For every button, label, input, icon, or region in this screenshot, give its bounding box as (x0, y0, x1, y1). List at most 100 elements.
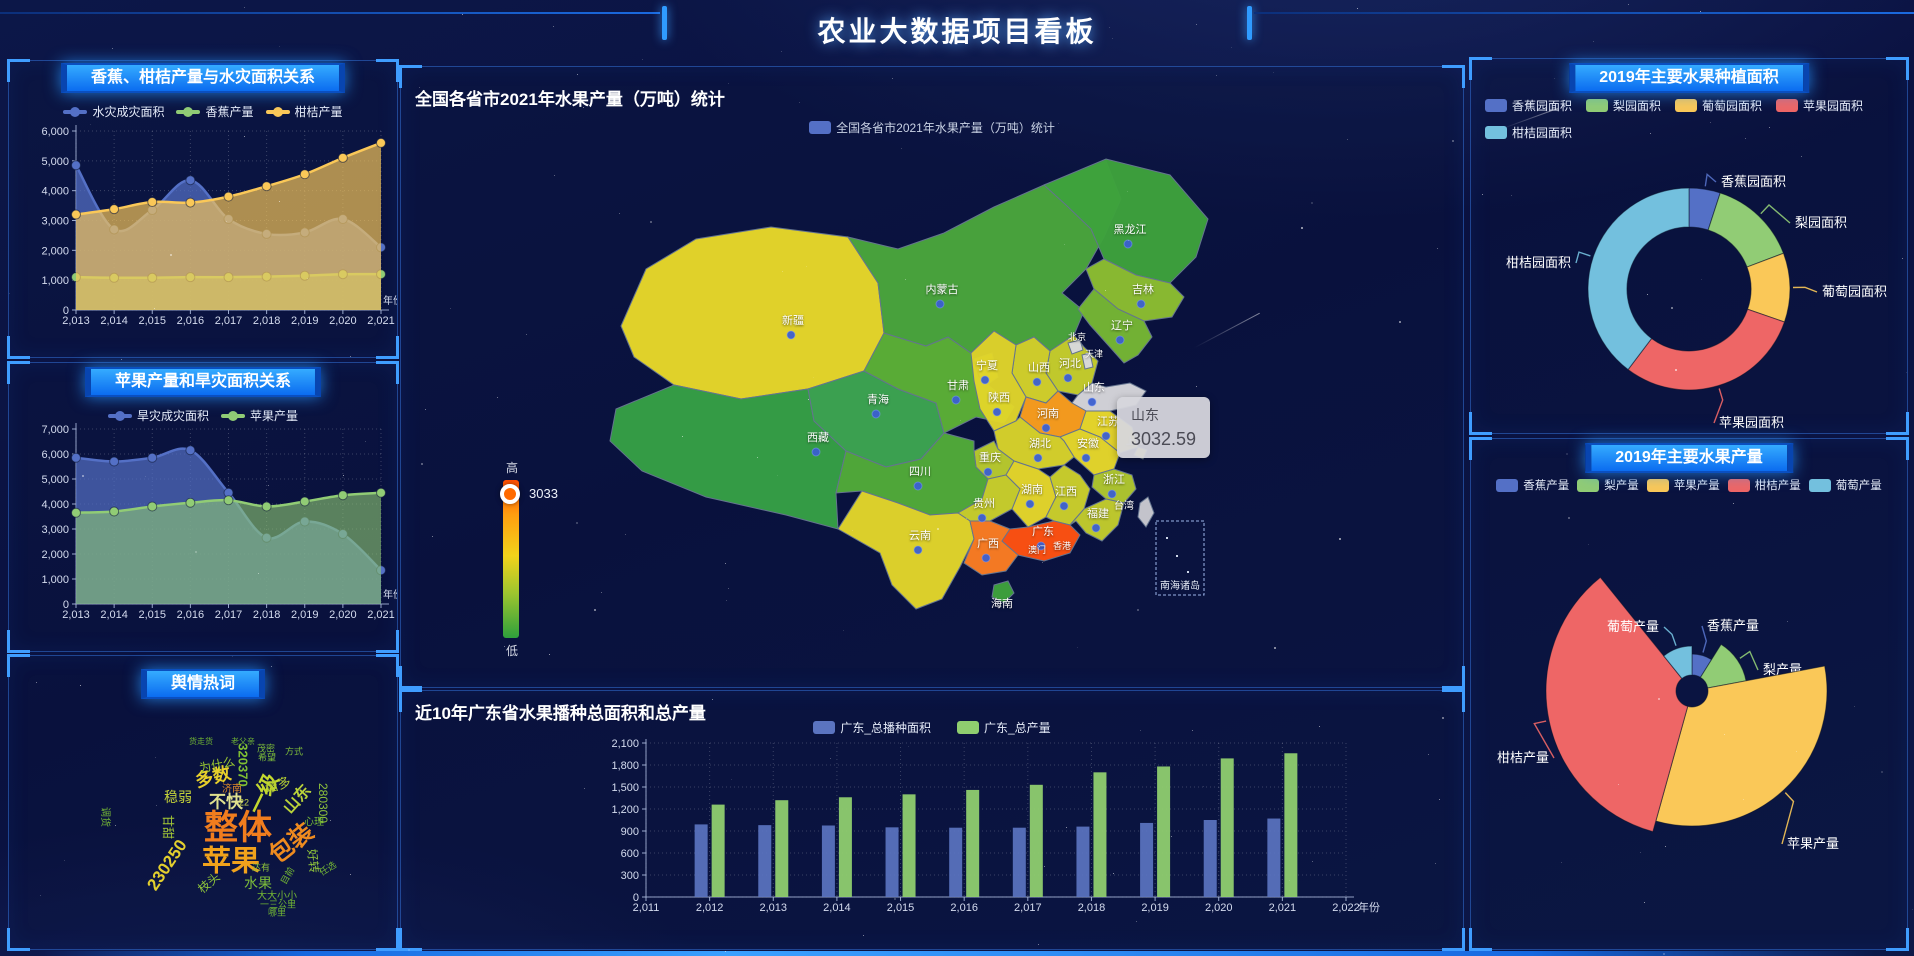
province-marker[interactable] (1091, 523, 1101, 533)
bar-area[interactable] (885, 827, 899, 897)
data-point[interactable] (109, 204, 120, 215)
bar-production[interactable] (1220, 758, 1234, 897)
province-marker[interactable] (1107, 489, 1117, 499)
legend-item-map[interactable]: 全国各省市2021年水果产量（万吨）统计 (809, 119, 1055, 136)
province-marker[interactable] (913, 481, 923, 491)
province-北京[interactable] (1067, 339, 1084, 355)
legend-item-梨园面积[interactable]: 梨园面积 (1586, 97, 1661, 114)
pie-slice-梨产量[interactable] (1699, 643, 1747, 689)
province-marker[interactable] (1059, 501, 1069, 511)
legend-item-香蕉产量[interactable]: 香蕉产量 (1496, 477, 1569, 493)
province-marker[interactable] (1115, 335, 1125, 345)
data-point[interactable] (71, 452, 81, 463)
province-新疆[interactable] (620, 226, 885, 400)
province-marker[interactable] (1025, 499, 1035, 509)
data-point[interactable] (185, 175, 196, 186)
province-marker[interactable] (983, 467, 993, 477)
legend-item-香蕉园面积[interactable]: 香蕉园面积 (1485, 97, 1572, 114)
drought-line-chart[interactable]: 0 1,000 2,000 3,000 4,000 5,000 6,000 7,000 2,01… (9, 419, 397, 651)
province-marker[interactable] (871, 409, 881, 419)
bar-production[interactable] (775, 800, 789, 897)
legend-item-柑桔产量[interactable]: 柑桔产量 (265, 103, 343, 120)
province-marker[interactable] (980, 375, 990, 385)
province-台湾[interactable] (1137, 496, 1155, 528)
legend-item-广东_总播种面积[interactable]: 广东_总播种面积 (813, 719, 931, 736)
bar-production[interactable] (966, 789, 980, 897)
legend-item-梨产量[interactable]: 梨产量 (1577, 477, 1639, 493)
data-point[interactable] (261, 501, 272, 512)
province-marker[interactable] (1081, 453, 1091, 463)
legend-item-苹果园面积[interactable]: 苹果园面积 (1776, 97, 1863, 114)
legend-item-苹果产量[interactable]: 苹果产量 (1646, 477, 1720, 493)
bar-area[interactable] (694, 824, 708, 897)
guangdong-bar-chart[interactable]: 0 300 600 900 1,200 1,500 1,800 2,100 2,011 2,012… (401, 739, 1463, 949)
data-point[interactable] (185, 445, 196, 456)
data-point[interactable] (223, 495, 234, 506)
province-marker[interactable] (1032, 377, 1042, 387)
pie-slice-柑桔产量[interactable] (1545, 576, 1689, 833)
data-point[interactable] (376, 137, 386, 148)
pie-slice-梨园面积[interactable] (1707, 192, 1785, 268)
data-point[interactable] (147, 197, 158, 208)
legend-item-水灾成灾面积[interactable]: 水灾成灾面积 (63, 103, 164, 120)
province-marker[interactable] (992, 407, 1002, 417)
data-point[interactable] (337, 152, 348, 163)
province-西藏[interactable] (609, 384, 847, 530)
province-marker[interactable] (1136, 299, 1146, 309)
data-point[interactable] (147, 452, 158, 463)
data-point[interactable] (147, 501, 158, 512)
bar-production[interactable] (1093, 772, 1107, 897)
province-marker[interactable] (786, 330, 796, 340)
pie-slice-苹果产量[interactable] (1655, 665, 1828, 827)
province-辽宁[interactable] (1077, 288, 1153, 364)
province-marker[interactable] (951, 395, 961, 405)
bar-area[interactable] (1203, 820, 1217, 897)
china-map[interactable]: 新疆西藏青海甘肃内蒙古黑龙江吉林辽宁河北北京天津山西宁夏陕西山东河南江苏安徽上海… (546, 141, 1336, 701)
province-浙江[interactable] (1091, 468, 1137, 504)
bar-production[interactable] (902, 794, 916, 897)
visualmap-gradient-bar[interactable]: 3033 (500, 480, 558, 638)
data-point[interactable] (71, 507, 81, 518)
pie-slice-柑桔园面积[interactable] (1587, 187, 1690, 371)
flood-line-chart[interactable]: 0 1,000 2,000 3,000 4,000 5,000 6,000 2,013 2,01… (9, 123, 397, 357)
data-point[interactable] (299, 496, 310, 507)
data-point[interactable] (337, 490, 348, 501)
legend-item-葡萄产量[interactable]: 葡萄产量 (1808, 477, 1882, 493)
data-point[interactable] (185, 497, 196, 508)
legend-item-柑桔产量[interactable]: 柑桔产量 (1727, 477, 1801, 493)
pie-slice-苹果园面积[interactable] (1627, 308, 1786, 391)
province-marker[interactable] (1087, 397, 1097, 407)
legend-item-葡萄园面积[interactable]: 葡萄园面积 (1675, 97, 1762, 114)
data-point[interactable] (109, 506, 120, 517)
data-point[interactable] (223, 191, 234, 202)
data-point[interactable] (71, 160, 81, 171)
province-广东[interactable] (1001, 520, 1081, 562)
data-point[interactable] (109, 456, 120, 467)
data-point[interactable] (71, 209, 81, 220)
province-marker[interactable] (977, 513, 987, 523)
data-point[interactable] (299, 169, 310, 180)
bar-area[interactable] (1012, 827, 1026, 897)
legend-item-柑桔园面积[interactable]: 柑桔园面积 (1485, 124, 1572, 141)
bar-area[interactable] (1140, 822, 1154, 897)
data-point[interactable] (261, 181, 272, 192)
bar-production[interactable] (1029, 784, 1043, 897)
province-marker[interactable] (913, 545, 923, 555)
legend-item-苹果产量[interactable]: 苹果产量 (221, 407, 298, 424)
province-marker[interactable] (1033, 453, 1043, 463)
province-marker[interactable] (1041, 423, 1051, 433)
province-marker[interactable] (935, 299, 945, 309)
data-point[interactable] (376, 487, 386, 498)
bar-area[interactable] (758, 825, 772, 897)
province-marker[interactable] (1036, 541, 1046, 551)
province-福建[interactable] (1069, 498, 1125, 542)
province-marker[interactable] (981, 553, 991, 563)
province-marker[interactable] (1101, 431, 1111, 441)
bar-production[interactable] (1157, 766, 1171, 897)
province-海南[interactable] (991, 580, 1015, 604)
bar-area[interactable] (949, 827, 963, 897)
bar-production[interactable] (1284, 753, 1298, 897)
province-marker[interactable] (1063, 373, 1073, 383)
